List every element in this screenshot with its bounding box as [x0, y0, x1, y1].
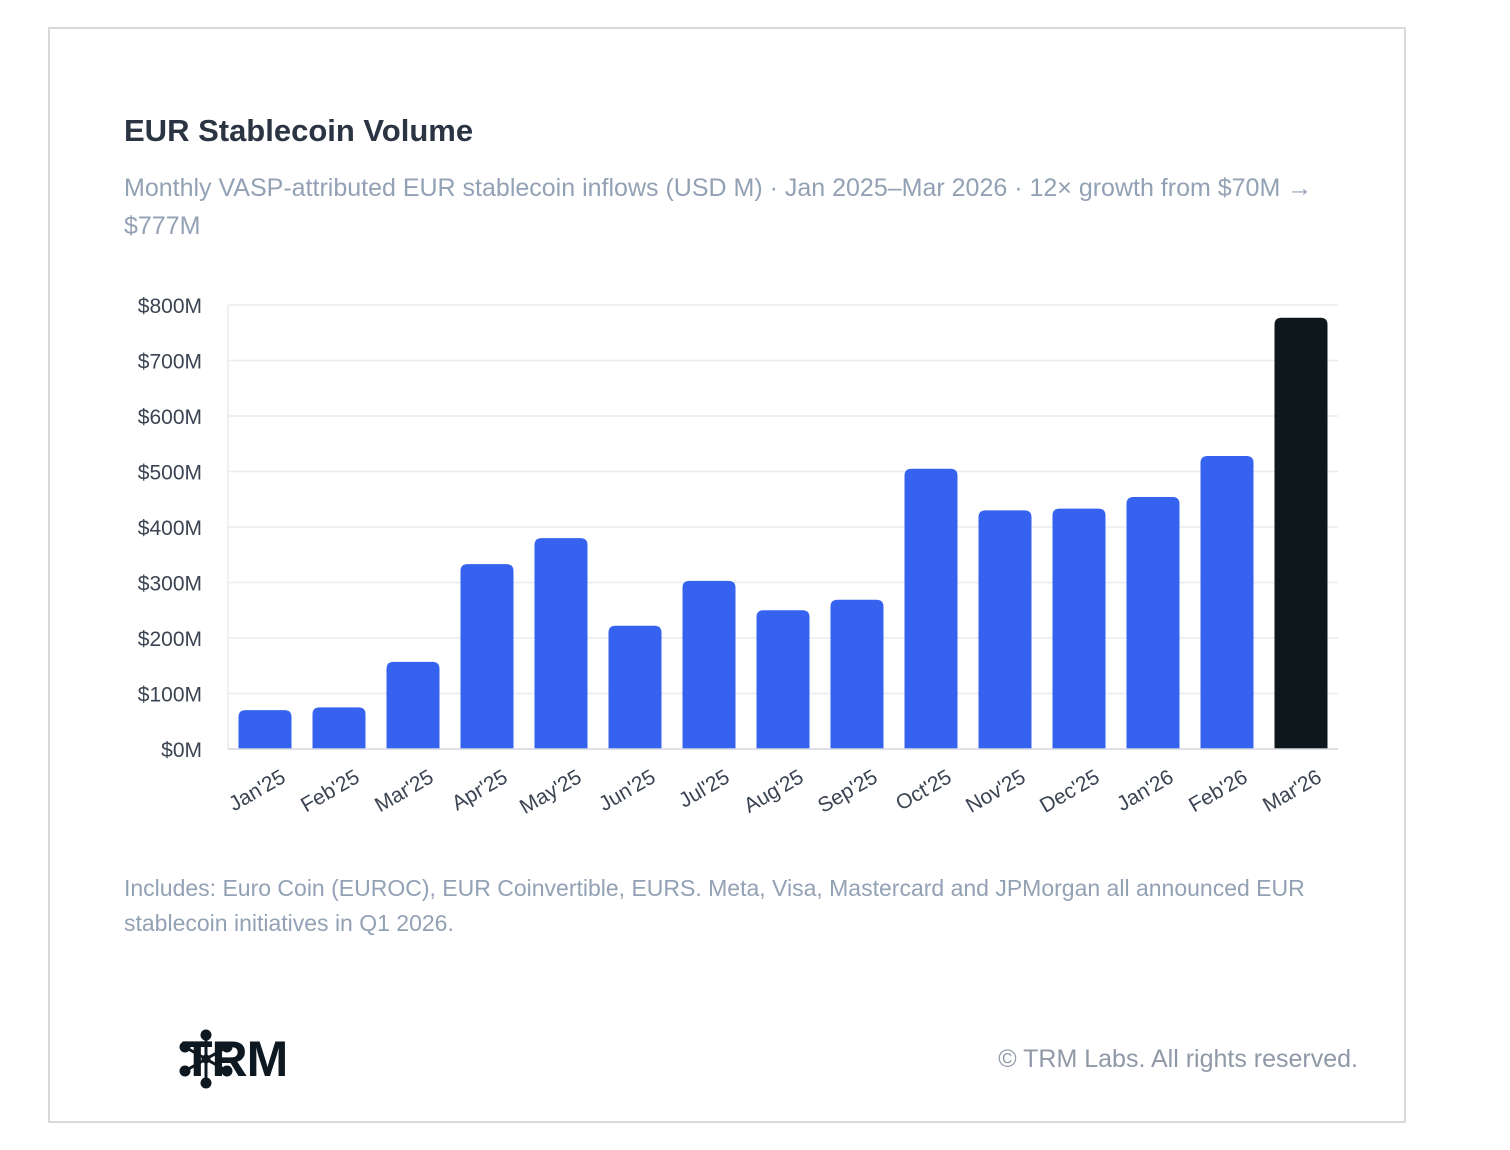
bar-feb-25: [312, 707, 366, 749]
x-tick-label: Aug'25: [740, 765, 808, 817]
chart-subtitle: Monthly VASP-attributed EUR stablecoin i…: [124, 174, 1313, 240]
bar-feb-26: [1200, 455, 1254, 749]
x-tick-label: Oct'25: [892, 765, 956, 815]
x-tick-label: Apr'25: [448, 765, 512, 815]
bar-mar-25: [386, 661, 440, 749]
chart-card: EUR Stablecoin Volume Monthly VASP-attri…: [48, 27, 1406, 1123]
bar-jan-26: [1126, 497, 1180, 749]
y-tick-label: $600M: [138, 406, 202, 429]
bar-dec-25: [1052, 508, 1106, 749]
bar-jun-25: [608, 625, 662, 749]
bar-mar-26: [1274, 317, 1328, 749]
bar-may-25: [534, 538, 588, 749]
y-tick-label: $0M: [161, 739, 202, 762]
x-tick-label: Dec'25: [1036, 765, 1104, 817]
bar-apr-25: [460, 564, 514, 749]
y-tick-label: $300M: [138, 573, 202, 596]
x-tick-label: Feb'26: [1185, 765, 1252, 817]
y-tick-label: $400M: [138, 517, 202, 540]
y-tick-label: $500M: [138, 462, 202, 485]
bar-oct-25: [904, 468, 958, 749]
bar-nov-25: [978, 510, 1032, 749]
y-tick-label: $100M: [138, 684, 202, 707]
y-tick-label: $700M: [138, 351, 202, 374]
x-tick-label: Jan'25: [225, 765, 290, 816]
x-tick-label: Mar'25: [371, 765, 438, 817]
bar-aug-25: [756, 610, 810, 749]
bar-sep-25: [830, 599, 884, 749]
bar-jan-25: [238, 710, 292, 749]
y-tick-label: $800M: [138, 295, 202, 318]
bar-chart: $0M $100M $200M $300M $400M $500M $600M $700M $8…: [138, 295, 1338, 819]
y-tick-label: $200M: [138, 628, 202, 651]
x-tick-label: Jan'26: [1113, 765, 1178, 816]
bar-jul-25: [682, 580, 736, 749]
x-tick-label: Mar'26: [1259, 765, 1326, 817]
logo-wordmark: TRM: [182, 1031, 288, 1087]
trm-logo-icon: [179, 1029, 233, 1089]
x-tick-label: Feb'25: [297, 765, 364, 817]
chart-note: Includes: Euro Coin (EUROC), EUR Coinver…: [124, 875, 1305, 936]
copyright-notice: © TRM Labs. All rights reserved.: [998, 1045, 1358, 1073]
x-tick-label: Nov'25: [962, 765, 1030, 817]
x-tick-label: May'25: [516, 765, 586, 818]
x-tick-label: Sep'25: [814, 765, 882, 817]
x-tick-label: Jul'25: [675, 765, 733, 812]
x-tick-label: Jun'25: [595, 765, 660, 816]
chart-title: EUR Stablecoin Volume: [124, 113, 474, 148]
